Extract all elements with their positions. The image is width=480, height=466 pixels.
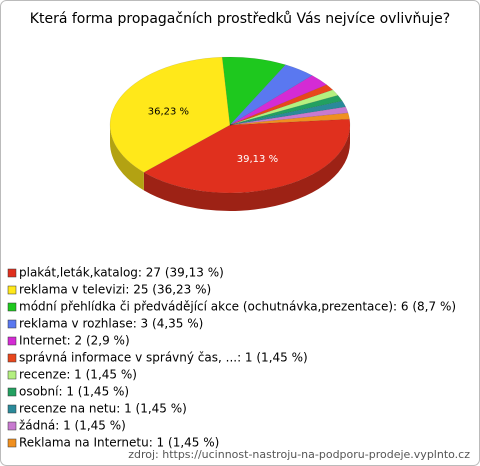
slice — [143, 118, 351, 194]
legend-label: recenze na netu: 1 (1,45 %) — [19, 402, 187, 416]
slice — [229, 112, 350, 126]
legend-swatch — [7, 370, 17, 380]
legend-label: módní přehlídka či předvádějící akce (oc… — [19, 300, 456, 314]
legend-label: Internet: 2 (2,9 %) — [19, 334, 130, 348]
source: zdroj: https://ucinnost-nastroju-na-podp… — [128, 448, 470, 461]
legend-swatch — [7, 268, 17, 278]
legend-swatch — [7, 438, 17, 448]
legend-label: reklama v rozhlase: 3 (4,35 %) — [19, 317, 203, 331]
legend-label: reklama v televizi: 25 (36,23 %) — [19, 283, 211, 297]
legend-swatch — [7, 285, 17, 295]
slice — [229, 106, 349, 126]
slice — [229, 95, 343, 126]
chart-title: Která forma propagačních prostředků Vás … — [30, 11, 450, 27]
slice-side — [143, 125, 350, 211]
legend-swatch — [7, 387, 17, 397]
slice — [109, 56, 231, 173]
legend-label: žádná: 1 (1,45 %) — [19, 419, 126, 433]
legend-swatch — [7, 404, 17, 414]
legend-label: osobní: 1 (1,45 %) — [19, 385, 129, 399]
slice-label: 39,13 % — [237, 154, 278, 165]
legend-label: plakát,leták,katalog: 27 (39,13 %) — [19, 266, 224, 280]
slice — [229, 75, 328, 126]
legend-swatch — [7, 421, 17, 431]
slice — [229, 89, 339, 126]
slice-side — [110, 125, 144, 191]
legend-label: recenze: 1 (1,45 %) — [19, 368, 137, 382]
legend-swatch — [7, 319, 17, 329]
legend-swatch — [7, 353, 17, 363]
slice — [229, 64, 313, 126]
slice — [229, 100, 347, 126]
legend-swatch — [7, 336, 17, 346]
slice — [229, 84, 334, 126]
slice — [221, 56, 287, 126]
slice-label: 36,23 % — [148, 107, 189, 118]
legend-label: správná informace v správný čas, ...: 1 … — [19, 351, 308, 365]
legend-swatch — [7, 302, 17, 312]
legend-label: Reklama na Internetu: 1 (1,45 %) — [19, 436, 219, 450]
